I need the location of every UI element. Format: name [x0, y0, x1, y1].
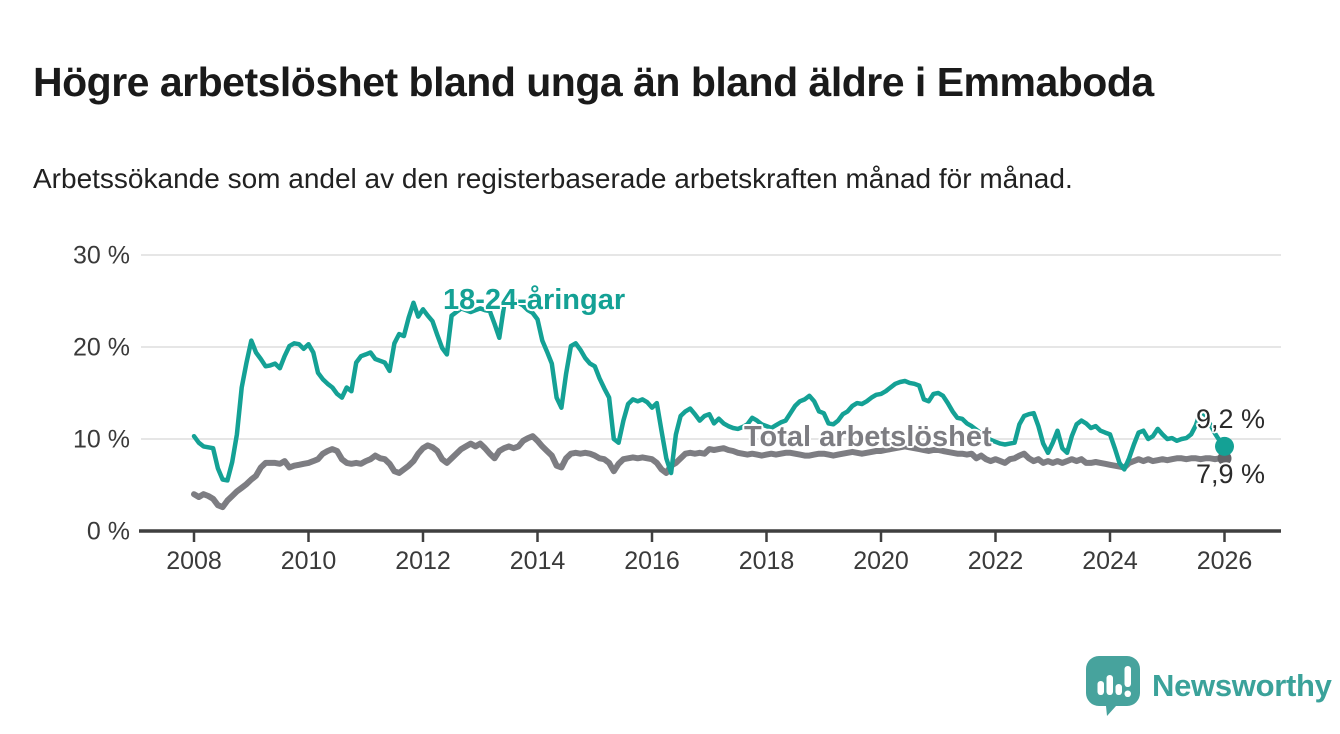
end-value-label-total: 7,9 %: [1196, 459, 1266, 489]
series-label-total: Total arbetslöshet: [744, 421, 992, 453]
page-title: Högre arbetslöshet bland unga än bland ä…: [33, 59, 1154, 106]
series-end-dot-youth: [1215, 436, 1234, 456]
x-tick-label: 2018: [739, 547, 795, 575]
series-line-total: [191, 433, 1228, 511]
x-tick-label: 2008: [166, 547, 222, 575]
y-tick-label: 0 %: [87, 518, 130, 546]
x-tick-label: 2026: [1197, 547, 1253, 575]
chart-subtitle: Arbetssökande som andel av den registerb…: [33, 163, 1073, 194]
series-line-youth: [191, 296, 1227, 483]
y-tick-label: 10 %: [73, 426, 130, 454]
y-tick-label: 30 %: [73, 242, 130, 270]
x-tick-label: 2012: [395, 547, 451, 575]
x-tick-label: 2022: [968, 547, 1024, 575]
newsworthy-logo: Newsworthy: [1086, 656, 1332, 716]
end-value-label-youth: 9,2 %: [1196, 404, 1266, 434]
x-tick-label: 2014: [510, 547, 566, 575]
y-tick-label: 20 %: [73, 334, 130, 362]
line-chart: 2008 2010 2012 2014 2016 2018 2020 2022 2024 2026…: [73, 242, 1281, 575]
series-label-youth: 18-24-åringar: [443, 284, 626, 316]
x-tick-label: 2010: [281, 547, 337, 575]
newsworthy-logo-icon: [1086, 656, 1140, 716]
x-tick-label: 2020: [853, 547, 909, 575]
x-tick-label: 2024: [1082, 547, 1138, 575]
x-tick-label: 2016: [624, 547, 680, 575]
newsworthy-logo-text: Newsworthy: [1152, 668, 1332, 703]
